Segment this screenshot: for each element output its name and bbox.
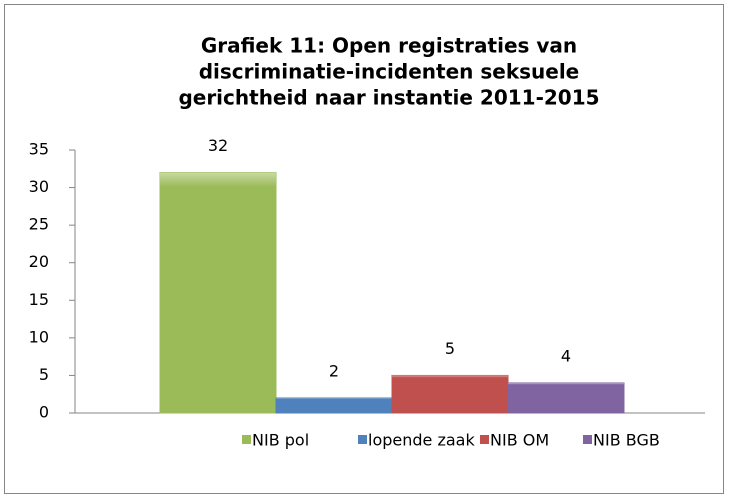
- y-tick-label: 30: [29, 177, 49, 196]
- bar-bevel: [508, 382, 624, 413]
- y-tick-label: 10: [29, 327, 49, 346]
- legend-marker: [583, 435, 592, 444]
- data-label: 2: [329, 361, 339, 380]
- legend-label: lopende zaak: [368, 431, 475, 450]
- y-tick-label: 15: [29, 290, 49, 309]
- y-tick-label: 25: [29, 215, 49, 234]
- bar-bevel: [160, 172, 276, 413]
- legend-label: NIB BGB: [593, 431, 660, 450]
- data-label: 32: [208, 136, 228, 155]
- chart-title: Grafiek 11: Open registraties van: [201, 34, 577, 58]
- data-label: 5: [445, 339, 455, 358]
- bar-bevel: [276, 397, 392, 413]
- legend-label: NIB OM: [490, 431, 549, 450]
- chart-title: gerichtheid naar instantie 2011-2015: [178, 86, 599, 110]
- bar-bevel: [392, 375, 508, 413]
- legend-label: NIB pol: [252, 431, 309, 450]
- y-tick-label: 5: [39, 365, 49, 384]
- data-label: 4: [561, 346, 571, 365]
- legend-marker: [242, 435, 251, 444]
- y-tick-label: 35: [29, 140, 49, 159]
- chart-title: discriminatie-incidenten seksuele: [199, 60, 580, 84]
- y-tick-label: 20: [29, 252, 49, 271]
- y-tick-label: 0: [39, 403, 49, 422]
- legend-marker: [480, 435, 489, 444]
- legend-marker: [358, 435, 367, 444]
